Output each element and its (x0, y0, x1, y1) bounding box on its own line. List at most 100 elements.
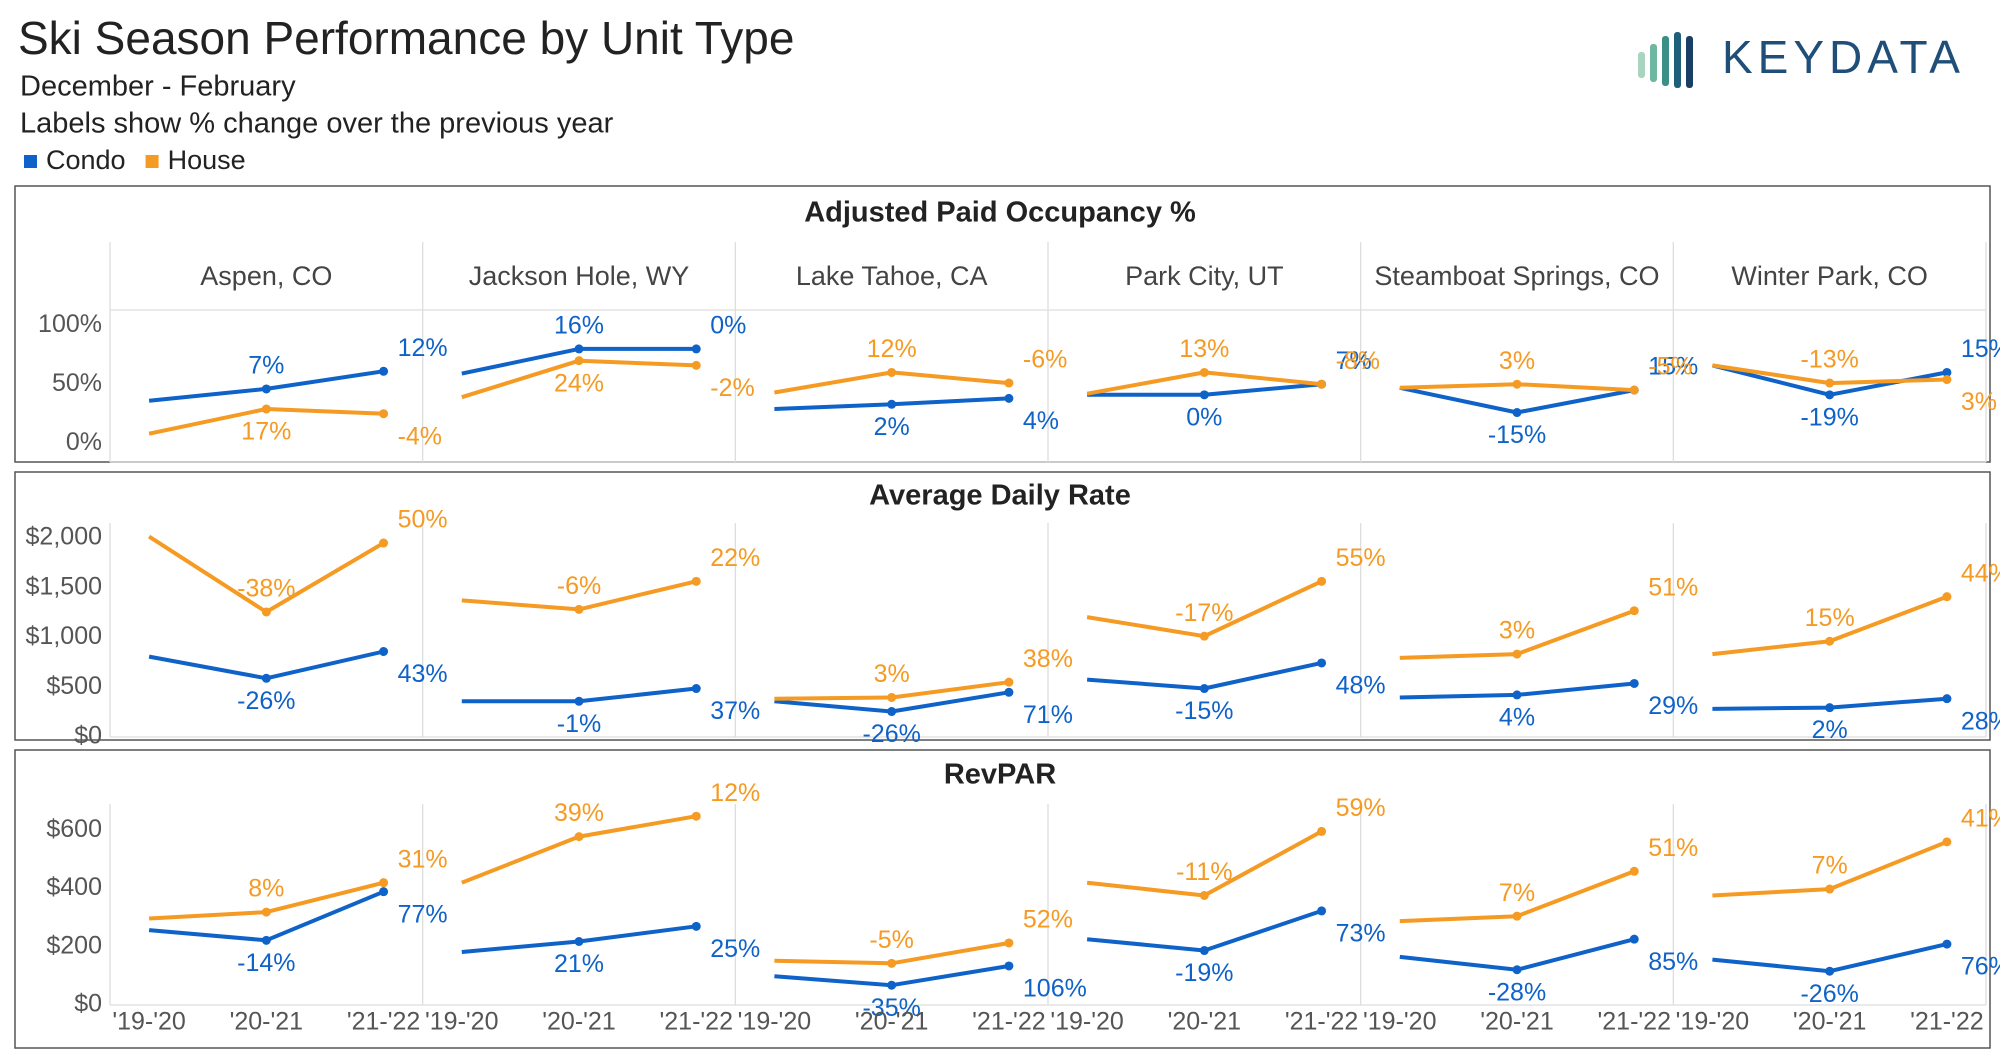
data-label: 7% (248, 352, 284, 380)
data-label: -15% (1175, 697, 1233, 725)
column-header: Winter Park, CO (1731, 261, 1928, 291)
point (574, 832, 584, 842)
point (1317, 826, 1327, 836)
point (1629, 934, 1639, 944)
point (379, 409, 389, 419)
point (1199, 684, 1209, 694)
x-tick-label: '21-'22 (347, 1008, 421, 1036)
data-label: 76% (1961, 953, 2000, 981)
data-label: 3% (1499, 347, 1535, 375)
point (887, 980, 897, 990)
point (691, 811, 701, 821)
data-label: -8% (1336, 347, 1380, 375)
column-header: Jackson Hole, WY (469, 261, 690, 291)
data-label: 52% (1023, 906, 1073, 934)
data-label: 24% (554, 369, 604, 397)
chart-title: Ski Season Performance by Unit Type (18, 12, 794, 64)
data-label: 3% (874, 660, 910, 688)
x-tick-label: '21-'22 (1285, 1008, 1359, 1036)
x-tick-label: '19-'20 (1363, 1008, 1437, 1036)
data-label: 28% (1961, 707, 2000, 735)
data-label: -17% (1175, 599, 1233, 627)
data-label: 71% (1023, 701, 1073, 729)
data-label: 48% (1336, 672, 1386, 700)
point (574, 696, 584, 706)
data-label: 12% (710, 779, 760, 807)
y-tick-label: $1,500 (26, 572, 102, 600)
point (887, 707, 897, 717)
data-label: 15% (1961, 335, 2000, 363)
point (261, 607, 271, 617)
y-tick-label: 50% (52, 369, 102, 397)
point (1512, 690, 1522, 700)
point (1825, 703, 1835, 713)
point (1004, 677, 1014, 687)
point (1512, 408, 1522, 418)
data-label: 44% (1961, 559, 2000, 587)
point (1629, 678, 1639, 688)
point (1825, 966, 1835, 976)
point (1004, 687, 1014, 697)
row-frame (14, 749, 1991, 1049)
x-tick-label: '19-'20 (1050, 1008, 1124, 1036)
point (1942, 694, 1952, 704)
legend-swatch (24, 155, 37, 168)
point (574, 344, 584, 354)
point (1629, 606, 1639, 616)
point (574, 356, 584, 366)
point (1004, 961, 1014, 971)
x-tick-label: '20-'21 (1793, 1008, 1867, 1036)
point (1004, 938, 1014, 948)
y-tick-label: $1,000 (26, 622, 102, 650)
point (691, 576, 701, 586)
point (887, 367, 897, 377)
point (379, 366, 389, 376)
point (1317, 906, 1327, 916)
y-tick-label: $2,000 (26, 523, 102, 551)
data-label: 22% (710, 544, 760, 572)
point (1942, 592, 1952, 602)
point (1317, 658, 1327, 668)
point (1199, 890, 1209, 900)
data-label: 2% (874, 413, 910, 441)
y-tick-label: $400 (46, 873, 102, 901)
data-label: 41% (1961, 804, 2000, 832)
point (1512, 965, 1522, 975)
x-tick-label: '21-'22 (1910, 1008, 1984, 1036)
point (1317, 379, 1327, 389)
column-header: Lake Tahoe, CA (796, 261, 988, 291)
data-label: 16% (554, 311, 604, 339)
data-label: 2% (1812, 716, 1848, 744)
data-label: -1% (557, 710, 601, 738)
point (1512, 649, 1522, 659)
data-label: -26% (862, 720, 920, 748)
logo-text: KEYDATA (1722, 31, 1965, 83)
column-header: Aspen, CO (200, 261, 332, 291)
point (1825, 636, 1835, 646)
data-label: -6% (1023, 346, 1067, 374)
point (1199, 946, 1209, 956)
point (1825, 390, 1835, 400)
data-label: 13% (1179, 335, 1229, 363)
x-tick-label: '21-'22 (972, 1008, 1046, 1036)
data-label: 4% (1023, 407, 1059, 435)
x-tick-label: '19-'20 (738, 1008, 812, 1036)
point (691, 684, 701, 694)
series-line (1086, 909, 1323, 953)
point (379, 887, 389, 897)
data-label: -19% (1800, 403, 1858, 431)
legend-label: House (168, 145, 246, 175)
legend-swatch (145, 155, 159, 168)
data-label: -15% (1488, 421, 1546, 449)
data-label: 77% (398, 900, 448, 928)
x-tick-label: '20-'21 (1168, 1008, 1242, 1036)
point (574, 936, 584, 946)
data-label: 15% (1805, 604, 1855, 632)
point (887, 692, 897, 702)
y-tick-label: 0% (66, 428, 102, 456)
point (887, 399, 897, 409)
data-label: 73% (1336, 920, 1386, 948)
y-tick-label: $500 (46, 672, 102, 700)
point (1629, 385, 1639, 395)
